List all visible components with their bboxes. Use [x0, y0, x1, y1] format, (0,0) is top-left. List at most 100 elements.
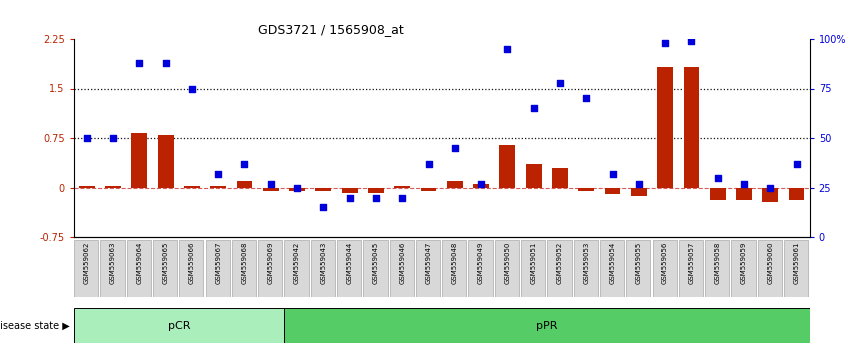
Point — [422, 161, 436, 167]
Bar — [74, 308, 284, 343]
Text: GSM559058: GSM559058 — [714, 242, 721, 284]
Text: pPR: pPR — [536, 321, 558, 331]
Bar — [526, 165, 541, 188]
Text: GSM559047: GSM559047 — [425, 242, 431, 284]
FancyBboxPatch shape — [626, 240, 650, 297]
Text: GSM559065: GSM559065 — [163, 242, 169, 284]
Point — [211, 171, 225, 177]
Point — [264, 181, 278, 187]
Text: GSM559049: GSM559049 — [478, 242, 484, 284]
Text: GSM559052: GSM559052 — [557, 242, 563, 284]
Bar — [263, 188, 279, 191]
Text: GSM559053: GSM559053 — [584, 242, 589, 284]
Point — [158, 60, 172, 65]
Text: GSM559060: GSM559060 — [767, 242, 773, 285]
Bar — [342, 188, 358, 193]
Text: GSM559059: GSM559059 — [741, 242, 747, 284]
Text: GSM559062: GSM559062 — [84, 242, 90, 284]
Text: GSM559069: GSM559069 — [268, 242, 274, 285]
Point — [185, 86, 199, 91]
Text: GSM559056: GSM559056 — [662, 242, 668, 284]
Point — [343, 195, 357, 200]
Bar — [657, 67, 673, 188]
Text: GSM559067: GSM559067 — [216, 242, 221, 285]
Bar — [79, 186, 94, 188]
Point — [790, 161, 804, 167]
Text: pCR: pCR — [167, 321, 190, 331]
Bar — [289, 188, 305, 191]
Bar — [184, 186, 200, 188]
FancyBboxPatch shape — [679, 240, 703, 297]
FancyBboxPatch shape — [258, 240, 282, 297]
FancyBboxPatch shape — [469, 240, 493, 297]
Point — [80, 135, 94, 141]
Bar — [736, 188, 752, 200]
Bar — [789, 188, 805, 200]
Text: GSM559042: GSM559042 — [294, 242, 300, 284]
FancyBboxPatch shape — [573, 240, 598, 297]
Bar — [762, 188, 779, 202]
Point — [395, 195, 409, 200]
Text: GSM559055: GSM559055 — [636, 242, 642, 284]
Text: GSM559048: GSM559048 — [452, 242, 458, 284]
Text: GSM559064: GSM559064 — [136, 242, 142, 284]
Text: GSM559051: GSM559051 — [531, 242, 537, 284]
Text: GSM559045: GSM559045 — [373, 242, 379, 284]
Text: GSM559044: GSM559044 — [346, 242, 352, 284]
Bar — [553, 168, 568, 188]
FancyBboxPatch shape — [547, 240, 572, 297]
FancyBboxPatch shape — [443, 240, 467, 297]
Point — [290, 185, 304, 190]
FancyBboxPatch shape — [284, 240, 308, 297]
Point — [658, 40, 672, 46]
FancyBboxPatch shape — [521, 240, 546, 297]
FancyBboxPatch shape — [126, 240, 151, 297]
Point — [605, 171, 619, 177]
Point — [737, 181, 751, 187]
Bar — [500, 145, 515, 188]
FancyBboxPatch shape — [390, 240, 414, 297]
Bar — [315, 188, 331, 191]
FancyBboxPatch shape — [784, 240, 808, 297]
Bar — [631, 188, 647, 195]
Bar — [132, 133, 147, 188]
FancyBboxPatch shape — [153, 240, 178, 297]
Bar — [158, 135, 173, 188]
FancyBboxPatch shape — [179, 240, 204, 297]
Point — [684, 38, 698, 44]
FancyBboxPatch shape — [337, 240, 361, 297]
FancyBboxPatch shape — [758, 240, 782, 297]
Bar — [683, 67, 699, 188]
FancyBboxPatch shape — [364, 240, 387, 297]
Point — [527, 105, 540, 111]
Point — [448, 145, 462, 151]
Point — [501, 46, 514, 52]
FancyBboxPatch shape — [416, 240, 440, 297]
Bar — [394, 186, 410, 188]
Bar — [284, 308, 810, 343]
Bar — [421, 188, 436, 191]
Text: disease state ▶: disease state ▶ — [0, 321, 69, 331]
Point — [316, 205, 330, 210]
FancyBboxPatch shape — [232, 240, 256, 297]
Bar — [368, 188, 384, 193]
Point — [763, 185, 777, 190]
FancyBboxPatch shape — [100, 240, 125, 297]
FancyBboxPatch shape — [494, 240, 519, 297]
Bar — [473, 184, 489, 188]
FancyBboxPatch shape — [74, 240, 99, 297]
Text: GSM559061: GSM559061 — [793, 242, 799, 285]
Text: GSM559046: GSM559046 — [399, 242, 405, 284]
FancyBboxPatch shape — [652, 240, 676, 297]
Text: GSM559043: GSM559043 — [320, 242, 326, 284]
Point — [553, 80, 567, 85]
FancyBboxPatch shape — [732, 240, 755, 297]
Bar — [447, 181, 462, 188]
Point — [475, 181, 488, 187]
FancyBboxPatch shape — [311, 240, 335, 297]
Point — [237, 161, 251, 167]
Point — [579, 96, 593, 101]
Point — [632, 181, 646, 187]
Text: GSM559057: GSM559057 — [688, 242, 695, 284]
Text: GSM559063: GSM559063 — [110, 242, 116, 285]
